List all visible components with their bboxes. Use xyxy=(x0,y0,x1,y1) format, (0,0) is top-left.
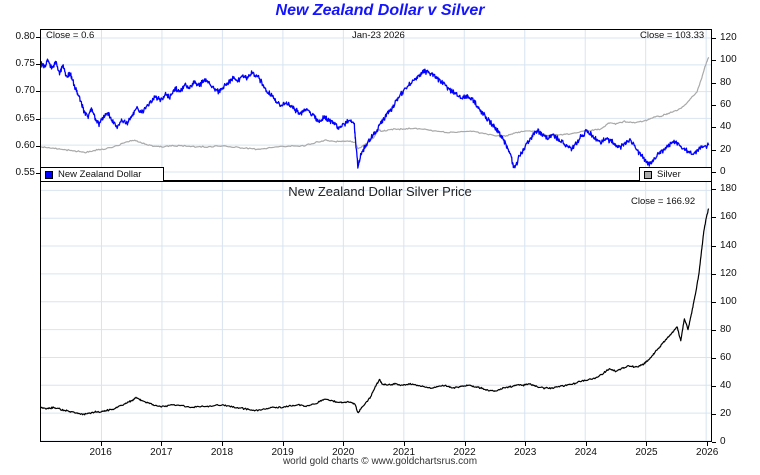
axis-tick-mark xyxy=(707,442,708,446)
axis-tick-mark xyxy=(283,442,284,446)
top-right-tick-20: 20 xyxy=(720,144,754,155)
top-right-tick-120: 120 xyxy=(720,32,754,43)
top-right-tick-100: 100 xyxy=(720,54,754,65)
bottom-right-tick-40: 40 xyxy=(720,380,754,391)
x-tick-2021: 2021 xyxy=(384,447,424,458)
legend-label-nzd: New Zealand Dollar xyxy=(58,169,141,180)
x-tick-2020: 2020 xyxy=(323,447,363,458)
x-tick-2024: 2024 xyxy=(566,447,606,458)
bottom-right-tick-0: 0 xyxy=(720,436,754,447)
bottom-right-tick-20: 20 xyxy=(720,408,754,419)
axis-tick-mark xyxy=(712,358,716,359)
axis-tick-mark xyxy=(404,442,405,446)
axis-tick-mark xyxy=(36,119,40,120)
x-tick-2017: 2017 xyxy=(141,447,181,458)
axis-tick-mark xyxy=(343,442,344,446)
top-chart-nzd-close-label: Close = 0.6 xyxy=(46,30,94,41)
axis-tick-mark xyxy=(712,189,716,190)
axis-tick-mark xyxy=(646,442,647,446)
x-tick-2016: 2016 xyxy=(81,447,121,458)
bottom-chart-svg xyxy=(41,182,711,441)
axis-tick-mark xyxy=(36,173,40,174)
axis-tick-mark xyxy=(712,302,716,303)
top-right-tick-40: 40 xyxy=(720,121,754,132)
axis-tick-mark xyxy=(712,246,716,247)
nzd-line-top xyxy=(41,59,709,168)
x-tick-2025: 2025 xyxy=(626,447,666,458)
bottom-right-tick-80: 80 xyxy=(720,324,754,335)
x-tick-2023: 2023 xyxy=(505,447,545,458)
legend-swatch-icon-silver xyxy=(644,171,652,179)
axis-tick-mark xyxy=(222,442,223,446)
top-left-tick-0.80: 0.80 xyxy=(1,31,35,42)
axis-tick-mark xyxy=(465,442,466,446)
bottom-chart-plot xyxy=(41,182,711,441)
top-left-tick-0.65: 0.65 xyxy=(1,113,35,124)
axis-tick-mark xyxy=(712,38,716,39)
axis-tick-mark xyxy=(36,64,40,65)
bottom-right-tick-160: 160 xyxy=(720,211,754,222)
top-right-tick-60: 60 xyxy=(720,99,754,110)
axis-tick-mark xyxy=(712,217,716,218)
axis-tick-mark xyxy=(712,442,716,443)
axis-tick-mark xyxy=(712,330,716,331)
bottom-right-tick-180: 180 xyxy=(720,183,754,194)
top-chart-svg xyxy=(41,30,711,180)
axis-tick-mark xyxy=(712,83,716,84)
bottom-right-tick-140: 140 xyxy=(720,240,754,251)
axis-tick-mark xyxy=(36,91,40,92)
top-right-tick-0: 0 xyxy=(720,166,754,177)
top-left-tick-0.70: 0.70 xyxy=(1,85,35,96)
axis-tick-mark xyxy=(712,172,716,173)
bottom-right-tick-120: 120 xyxy=(720,268,754,279)
axis-tick-mark xyxy=(161,442,162,446)
legend-item-silver[interactable]: Silver xyxy=(639,167,712,182)
bottom-right-tick-100: 100 xyxy=(720,296,754,307)
axis-tick-mark xyxy=(712,414,716,415)
axis-tick-mark xyxy=(712,386,716,387)
bottom-chart-panel xyxy=(40,181,712,442)
legend-item-new-zealand-dollar[interactable]: New Zealand Dollar xyxy=(40,167,164,182)
top-chart-plot xyxy=(41,30,711,180)
x-tick-2019: 2019 xyxy=(263,447,303,458)
x-tick-2026: 2026 xyxy=(687,447,727,458)
axis-tick-mark xyxy=(712,274,716,275)
axis-tick-mark xyxy=(712,105,716,106)
legend-label-silver: Silver xyxy=(657,169,681,180)
top-right-tick-80: 80 xyxy=(720,77,754,88)
bottom-right-tick-60: 60 xyxy=(720,352,754,363)
axis-tick-mark xyxy=(36,146,40,147)
chart-page: New Zealand Dollar v Silver Close = 0.6 … xyxy=(0,0,760,475)
axis-tick-mark xyxy=(586,442,587,446)
axis-tick-mark xyxy=(525,442,526,446)
bottom-chart-close-label: Close = 166.92 xyxy=(631,196,695,207)
top-left-tick-0.60: 0.60 xyxy=(1,140,35,151)
x-tick-2022: 2022 xyxy=(445,447,485,458)
x-tick-2018: 2018 xyxy=(202,447,242,458)
axis-tick-mark xyxy=(712,150,716,151)
top-left-tick-0.55: 0.55 xyxy=(1,167,35,178)
silver-price-line xyxy=(41,209,709,415)
page-title: New Zealand Dollar v Silver xyxy=(0,2,760,20)
top-chart-silver-close-label: Close = 103.33 xyxy=(640,30,704,41)
top-chart-panel xyxy=(40,29,712,181)
top-chart-date-label: Jan-23 2026 xyxy=(352,30,405,41)
axis-tick-mark xyxy=(712,60,716,61)
axis-tick-mark xyxy=(712,127,716,128)
top-left-tick-0.75: 0.75 xyxy=(1,58,35,69)
axis-tick-mark xyxy=(36,37,40,38)
legend-swatch-icon-nzd xyxy=(45,171,53,179)
axis-tick-mark xyxy=(101,442,102,446)
